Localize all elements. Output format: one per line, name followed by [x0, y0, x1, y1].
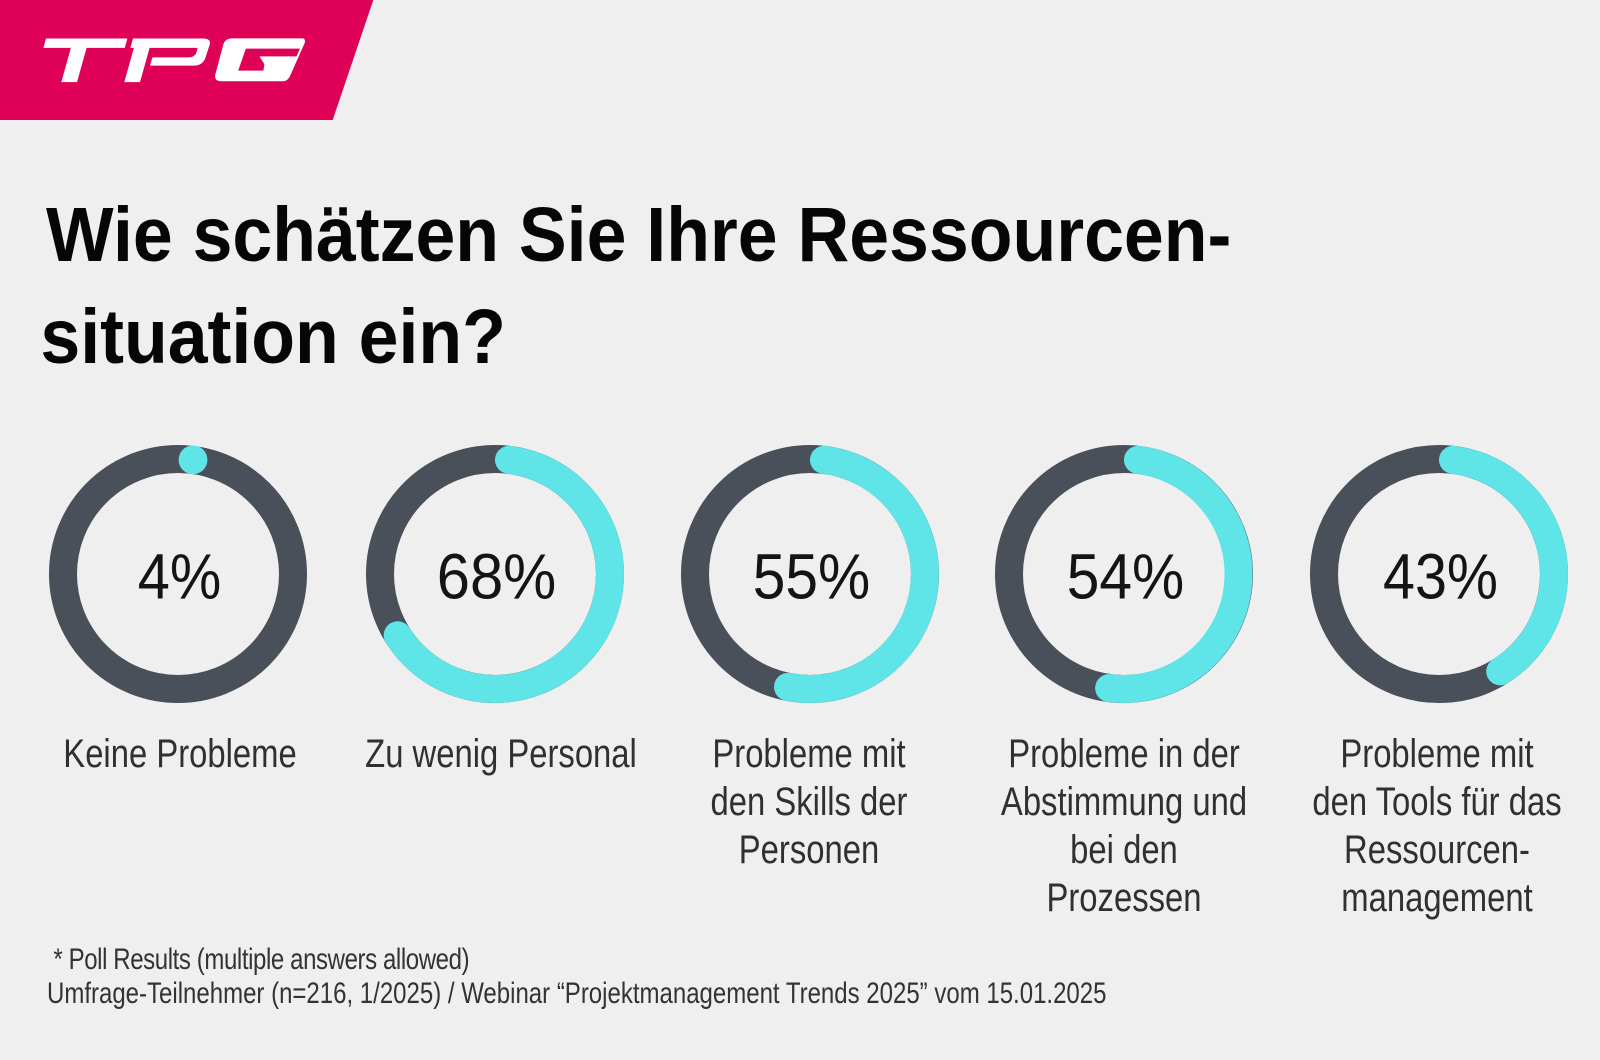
svg-text:68%: 68%	[436, 541, 556, 613]
svg-text:55%: 55%	[753, 541, 871, 613]
svg-text:4%: 4%	[138, 541, 222, 613]
svg-text:54%: 54%	[1067, 541, 1185, 613]
svg-text:43%: 43%	[1383, 541, 1498, 613]
